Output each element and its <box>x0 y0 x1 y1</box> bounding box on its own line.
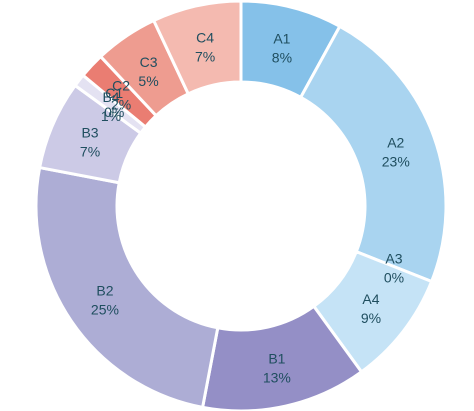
slice-label-c4: C4 7% <box>195 29 215 64</box>
slice-percent: 23% <box>382 153 410 169</box>
slice-label-a4: A4 9% <box>361 291 381 326</box>
slice-name: C1 <box>105 85 123 101</box>
slice-percent: 25% <box>91 301 119 317</box>
slice-label-b2: B2 25% <box>91 282 119 317</box>
slice-percent: 0% <box>104 104 124 120</box>
slice-percent: 2% <box>111 96 131 112</box>
slice-percent: 7% <box>80 144 100 160</box>
slice-name: A1 <box>273 31 290 47</box>
slice-percent: 5% <box>138 73 158 89</box>
slice-percent: 1% <box>101 108 121 124</box>
slice-c4 <box>151 0 243 96</box>
slice-label-c1: C1 0% <box>104 85 124 120</box>
slice-percent: 8% <box>272 50 292 66</box>
slice-labels: A1 8%A2 23%A3 0%A4 9%B1 13%B2 25%B3 7%B4 1%C1 0%C… <box>80 29 410 385</box>
slice-name: A2 <box>387 134 404 150</box>
slice-name: B1 <box>268 351 285 367</box>
slice-label-a2: A2 23% <box>382 134 410 169</box>
slice-label-a3: A3 0% <box>384 251 404 286</box>
slice-percent: 0% <box>384 270 404 286</box>
slice-name: C3 <box>140 54 158 70</box>
slice-b2 <box>34 165 220 410</box>
slice-percent: 13% <box>263 370 291 386</box>
slice-name: B3 <box>81 125 98 141</box>
slice-label-a1: A1 8% <box>272 31 292 66</box>
slice-name: A4 <box>362 291 379 307</box>
slice-label-c2: C2 2% <box>111 77 131 112</box>
slice-name: B2 <box>96 282 113 298</box>
slice-label-b4: B4 1% <box>101 89 121 124</box>
slice-a2 <box>298 24 448 284</box>
slice-percent: 7% <box>195 48 215 64</box>
slice-label-b3: B3 7% <box>80 125 100 160</box>
slice-name: C2 <box>112 77 130 93</box>
slice-percent: 9% <box>361 310 381 326</box>
slice-name: C4 <box>196 29 214 45</box>
slice-name: B4 <box>102 89 119 105</box>
slice-label-c3: C3 5% <box>138 54 158 89</box>
slice-label-b1: B1 13% <box>263 351 291 386</box>
slice-name: A3 <box>385 251 402 267</box>
